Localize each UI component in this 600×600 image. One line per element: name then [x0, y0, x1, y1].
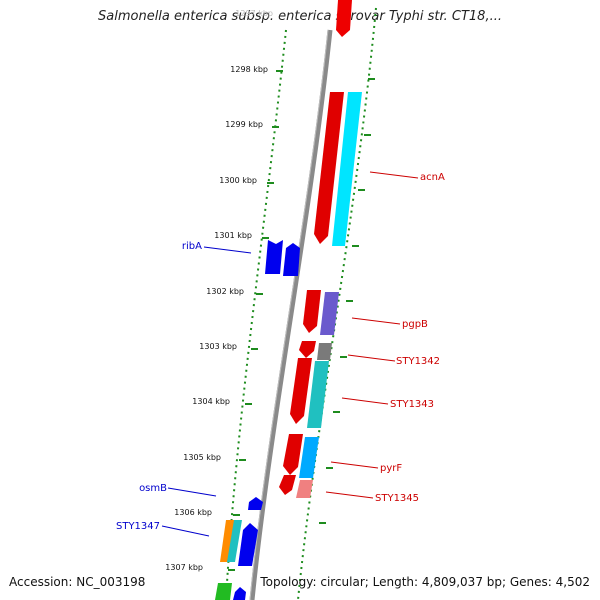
feature-skyblue-pyrF	[299, 437, 319, 478]
gene-label-osmB: osmB	[139, 483, 167, 494]
feature-green	[215, 583, 232, 600]
gene-label-pyrF: pyrF	[380, 463, 402, 474]
gene-arrow-ribA-1	[265, 240, 283, 274]
gene-label-STY1347: STY1347	[116, 521, 160, 532]
reverse-gene-labels: ribA osmB STY1347	[116, 241, 252, 537]
gene-arrow-STY1343	[290, 358, 312, 424]
kbp-label: 1300 kbp	[219, 176, 257, 185]
forward-strand-features	[296, 92, 362, 498]
kbp-label: 1297 kbp	[235, 9, 273, 18]
gene-arrow-top	[336, 0, 352, 37]
gene-label-ribA: ribA	[182, 241, 202, 252]
gene-arrow-STY1345	[279, 475, 296, 495]
feature-teal-STY1343	[307, 361, 329, 428]
genome-backbone	[249, 29, 333, 600]
gene-label-acnA: acnA	[420, 172, 445, 183]
kbp-labels: 1297 kbp 1298 kbp 1299 kbp 1300 kbp 1301…	[165, 9, 273, 572]
accession-label: Accession: NC_003198	[9, 575, 146, 589]
kbp-label: 1303 kbp	[199, 342, 237, 351]
kbp-label: 1302 kbp	[206, 287, 244, 296]
map-title: Salmonella enterica subsp. enterica sero…	[98, 9, 502, 24]
feature-pink-STY1345	[296, 480, 313, 498]
forward-strand-genes	[279, 0, 352, 495]
gene-arrow-pyrF	[283, 434, 303, 475]
gene-label-STY1342: STY1342	[396, 356, 440, 367]
gene-arrow-pgpB	[303, 290, 321, 333]
gene-arrow-ribA-2	[283, 243, 300, 276]
gene-arrow-osmB	[248, 497, 263, 510]
feature-cyan-small	[227, 520, 242, 562]
kbp-ticks	[228, 70, 375, 571]
feature-orange	[220, 520, 236, 562]
gene-arrow-acnA	[314, 92, 344, 244]
feature-grey-STY1342	[317, 343, 332, 360]
gene-label-pgpB: pgpB	[402, 319, 428, 330]
kbp-label: 1299 kbp	[225, 120, 263, 129]
topology-label: Topology: circular; Length: 4,809,037 bp…	[260, 575, 590, 589]
kbp-label: 1298 kbp	[230, 65, 268, 74]
gene-label-STY1345: STY1345	[375, 493, 419, 504]
kbp-label: 1304 kbp	[192, 397, 230, 406]
reverse-strand-genes	[215, 240, 300, 600]
feature-cyan-acnA	[332, 92, 362, 246]
kbp-label: 1306 kbp	[174, 508, 212, 517]
gene-label-STY1343: STY1343	[390, 399, 434, 410]
gene-arrow-bottom	[233, 587, 246, 600]
gene-arrow-STY1342	[299, 341, 316, 358]
kbp-label: 1307 kbp	[165, 563, 203, 572]
kbp-label: 1305 kbp	[183, 453, 221, 462]
forward-gene-labels: acnA pgpB STY1342 STY1343 pyrF STY1345	[325, 171, 445, 504]
feature-blue-pgpB	[320, 292, 339, 335]
kbp-label: 1301 kbp	[214, 231, 252, 240]
gene-arrow-STY1347	[238, 523, 258, 566]
